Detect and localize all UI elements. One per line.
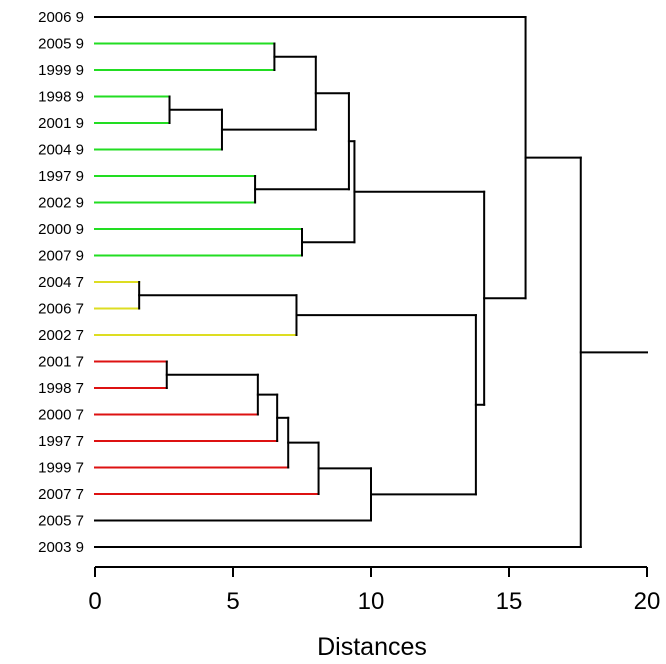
x-tick-label: 20 bbox=[634, 588, 661, 615]
leaf-label: 2007 7 bbox=[38, 486, 84, 503]
x-tick-label: 10 bbox=[358, 588, 385, 615]
leaf-label: 2006 9 bbox=[38, 9, 84, 26]
leaf-label: 2002 7 bbox=[38, 327, 84, 344]
leaf-label: 2000 7 bbox=[38, 407, 84, 424]
x-tick-label: 5 bbox=[226, 588, 239, 615]
dendrogram-branches bbox=[95, 17, 647, 547]
leaf-label: 2004 9 bbox=[38, 142, 84, 159]
leaf-label: 2000 9 bbox=[38, 221, 84, 238]
leaf-label: 1998 7 bbox=[38, 380, 84, 397]
leaf-label: 2004 7 bbox=[38, 274, 84, 291]
leaf-label: 1999 7 bbox=[38, 460, 84, 477]
leaf-labels: 2006 9 2005 9 1999 9 1998 9 2001 9 2004 9 1997… bbox=[38, 9, 84, 556]
leaf-label: 1997 9 bbox=[38, 168, 84, 185]
x-axis-title: Distances bbox=[317, 633, 427, 661]
leaf-label: 2003 9 bbox=[38, 539, 84, 556]
leaf-label: 2007 9 bbox=[38, 248, 84, 265]
leaf-label: 2001 9 bbox=[38, 115, 84, 132]
leaf-label: 1998 9 bbox=[38, 89, 84, 106]
x-axis: 0 5 10 15 20 Distances bbox=[88, 567, 660, 661]
leaf-label: 1999 9 bbox=[38, 62, 84, 79]
leaf-label: 2006 7 bbox=[38, 301, 84, 318]
leaf-label: 2005 9 bbox=[38, 36, 84, 53]
leaf-label: 2005 7 bbox=[38, 513, 84, 530]
leaf-label: 2001 7 bbox=[38, 354, 84, 371]
leaf-label: 1997 7 bbox=[38, 433, 84, 450]
x-tick-label: 0 bbox=[88, 588, 101, 615]
leaf-label: 2002 9 bbox=[38, 195, 84, 212]
x-axis-ticks: 0 5 10 15 20 bbox=[88, 567, 660, 615]
x-tick-label: 15 bbox=[496, 588, 523, 615]
